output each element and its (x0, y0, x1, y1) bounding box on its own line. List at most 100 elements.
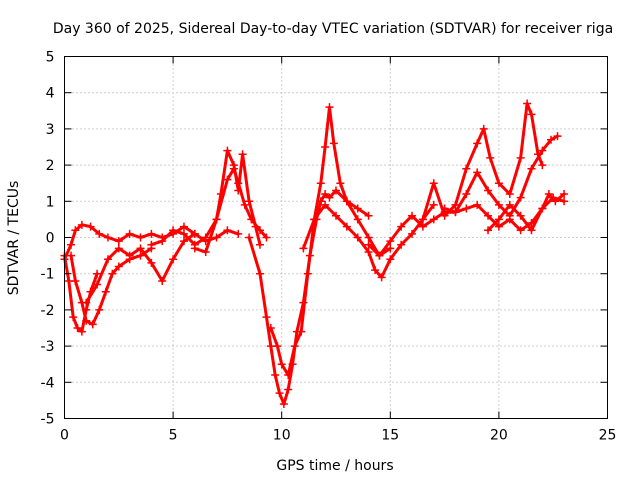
plus-marker (544, 190, 553, 199)
plus-marker (95, 305, 104, 314)
plus-marker (234, 229, 243, 238)
plus-marker (114, 262, 123, 271)
plus-marker (95, 229, 104, 238)
plus-marker (234, 179, 243, 188)
plus-marker (364, 247, 373, 256)
x-tick-label: 15 (381, 428, 399, 444)
plus-marker (418, 215, 427, 224)
plus-marker (114, 237, 123, 246)
plus-marker (212, 215, 221, 224)
series-satellite-track-3 (67, 244, 156, 329)
series-line (443, 134, 559, 218)
plus-marker (125, 251, 134, 260)
plus-marker (473, 139, 482, 148)
plus-marker (240, 200, 249, 209)
plus-marker (486, 153, 495, 162)
x-tick-label: 20 (490, 428, 508, 444)
plus-marker (325, 103, 334, 112)
plus-marker (523, 99, 532, 108)
plus-marker (364, 211, 373, 220)
series-line (301, 203, 436, 279)
plus-marker (527, 164, 536, 173)
plus-marker (179, 237, 188, 246)
plus-marker (101, 287, 110, 296)
chart-title: Day 360 of 2025, Sidereal Day-to-day VTE… (53, 21, 613, 37)
plus-marker (223, 226, 232, 235)
y-tick-label: 3 (46, 122, 55, 138)
plus-marker (516, 211, 525, 220)
plus-marker (147, 240, 156, 249)
y-tick-label: 5 (46, 50, 55, 66)
plus-marker (262, 233, 271, 242)
plus-marker (516, 226, 525, 235)
plus-marker (71, 226, 80, 235)
plus-marker (255, 269, 264, 278)
plus-marker (386, 237, 395, 246)
plus-marker (103, 255, 112, 264)
plus-marker (114, 244, 123, 253)
plus-marker (275, 389, 284, 398)
plus-marker (73, 324, 82, 332)
plus-marker (223, 146, 232, 155)
plus-marker (158, 237, 167, 246)
plus-marker (332, 186, 340, 195)
plus-marker (247, 215, 256, 224)
plus-marker (136, 251, 145, 260)
plus-marker (245, 197, 254, 206)
y-tick-label: -4 (41, 375, 55, 391)
plus-marker (516, 153, 525, 162)
plus-marker (108, 269, 117, 278)
y-tick-label: 1 (46, 194, 55, 210)
axis-ticks: 0 5 10 15 20 25 -5 -4 -3 -2 -1 0 1 2 3 4 5 (41, 50, 617, 444)
plus-marker (505, 211, 514, 220)
plus-marker (386, 244, 395, 253)
plus-marker (71, 276, 80, 285)
plus-marker (201, 247, 210, 256)
plus-marker (190, 229, 199, 238)
plus-marker (69, 313, 78, 322)
plus-marker (353, 204, 362, 213)
plus-marker (553, 132, 562, 141)
series-line (247, 188, 371, 406)
plus-marker (484, 226, 493, 235)
plus-marker (86, 222, 95, 231)
plus-marker (473, 168, 482, 177)
series-satellite-track-9 (299, 200, 438, 282)
x-tick-label: 0 (60, 428, 69, 444)
plus-marker (462, 190, 471, 199)
plus-marker (418, 222, 427, 231)
series-satellite-track-11 (418, 99, 547, 224)
plus-marker (67, 251, 76, 260)
series-satellite-track-13 (484, 190, 569, 235)
plus-marker (266, 324, 275, 332)
series-satellite-track-5 (147, 146, 264, 249)
plus-marker (505, 200, 514, 209)
plus-marker (386, 255, 395, 264)
plus-marker (93, 269, 102, 278)
plus-marker (179, 222, 188, 231)
plus-marker (169, 255, 178, 264)
y-tick-label: -1 (41, 267, 55, 283)
plus-marker (527, 110, 536, 119)
plus-marker (325, 193, 334, 202)
plus-marker (494, 215, 503, 224)
x-tick-label: 5 (169, 428, 178, 444)
plus-marker (353, 215, 362, 224)
plus-marker (299, 244, 308, 253)
plus-marker (462, 204, 471, 213)
x-tick-label: 25 (599, 428, 617, 444)
plus-marker (538, 204, 547, 213)
plus-marker (494, 179, 503, 188)
plus-marker (290, 342, 299, 351)
plus-marker (316, 179, 325, 188)
plus-marker (88, 320, 97, 329)
plus-marker (82, 298, 91, 307)
plus-marker (229, 164, 238, 173)
plus-marker (332, 211, 340, 220)
series-line (193, 167, 268, 254)
plus-marker (321, 143, 330, 151)
plus-marker (310, 215, 319, 224)
plus-marker (255, 240, 264, 249)
plus-marker (429, 215, 438, 224)
